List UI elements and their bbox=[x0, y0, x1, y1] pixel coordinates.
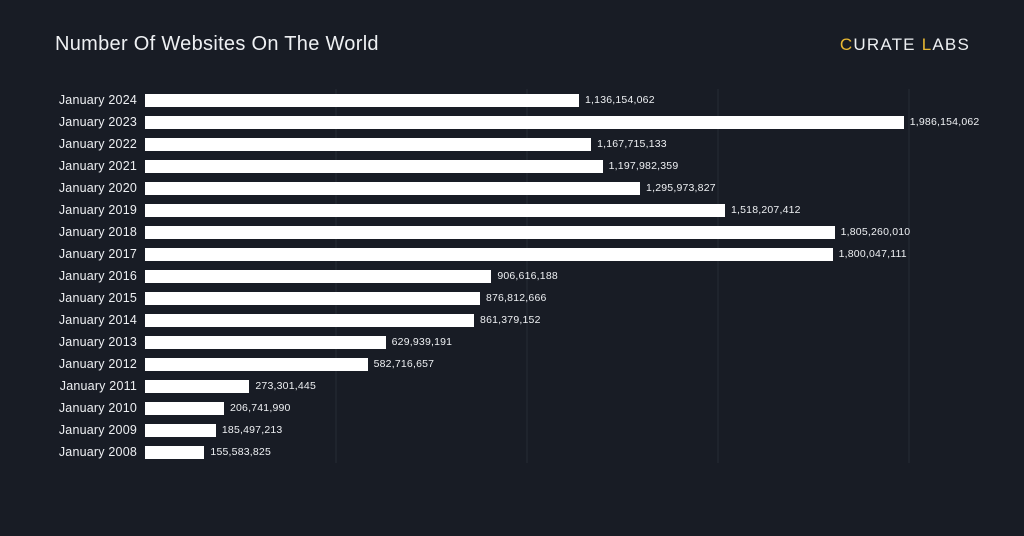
bar bbox=[145, 203, 725, 217]
bar-row: January 2016 906,616,188 bbox=[0, 265, 1024, 287]
bar-track: 906,616,188 bbox=[145, 269, 909, 283]
bar bbox=[145, 445, 205, 459]
bar-row: January 2009 185,497,213 bbox=[0, 419, 1024, 441]
bar-track: 1,986,154,062 bbox=[145, 115, 979, 129]
bar-row: January 2015 876,812,666 bbox=[0, 287, 1024, 309]
category-label: January 2008 bbox=[58, 445, 137, 459]
bar-row: January 2017 1,800,047,111 bbox=[0, 243, 1024, 265]
bar bbox=[145, 357, 368, 371]
bar-row: January 2020 1,295,973,827 bbox=[0, 177, 1024, 199]
value-label: 1,295,973,827 bbox=[646, 182, 716, 194]
category-label: January 2011 bbox=[59, 379, 137, 393]
logo-accent-letter: C bbox=[839, 35, 854, 54]
value-label: 582,716,657 bbox=[373, 358, 435, 370]
category-label: January 2019 bbox=[58, 203, 137, 217]
bar-rows: January 2024 1,136,154,062 January 2023 … bbox=[0, 89, 1024, 463]
bar-track: 1,136,154,062 bbox=[145, 93, 909, 107]
value-label: 185,497,213 bbox=[221, 424, 283, 436]
category-label: January 2010 bbox=[58, 401, 137, 415]
category-label: January 2017 bbox=[58, 247, 137, 261]
curate-labs-logo: CURATE LABS bbox=[840, 35, 970, 55]
value-label: 206,741,990 bbox=[229, 402, 291, 414]
category-label: January 2021 bbox=[58, 159, 137, 173]
category-label: January 2016 bbox=[58, 269, 137, 283]
value-label: 629,939,191 bbox=[391, 336, 453, 348]
bar-row: January 2014 861,379,152 bbox=[0, 309, 1024, 331]
bar bbox=[145, 313, 475, 327]
bar-track: 876,812,666 bbox=[145, 291, 909, 305]
value-label: 1,518,207,412 bbox=[730, 204, 801, 216]
category-label: January 2018 bbox=[58, 225, 137, 239]
logo-text: URATE bbox=[853, 35, 916, 54]
bar-row: January 2008 155,583,825 bbox=[0, 441, 1024, 463]
bar bbox=[145, 137, 592, 151]
logo-accent-letter: L bbox=[921, 35, 933, 54]
bar-row: January 2022 1,167,715,133 bbox=[0, 133, 1024, 155]
value-label: 155,583,825 bbox=[210, 446, 272, 458]
category-label: January 2012 bbox=[58, 357, 137, 371]
bar-chart: January 2024 1,136,154,062 January 2023 … bbox=[0, 89, 1024, 479]
bar-track: 1,295,973,827 bbox=[145, 181, 909, 195]
value-label: 1,197,982,359 bbox=[608, 160, 679, 172]
bar-row: January 2010 206,741,990 bbox=[0, 397, 1024, 419]
value-label: 1,800,047,111 bbox=[838, 248, 907, 260]
bar-track: 1,805,260,010 bbox=[145, 225, 911, 239]
bar bbox=[145, 159, 603, 173]
bar-track: 1,167,715,133 bbox=[145, 137, 909, 151]
value-label: 1,136,154,062 bbox=[585, 94, 655, 106]
bar-row: January 2019 1,518,207,412 bbox=[0, 199, 1024, 221]
category-label: January 2022 bbox=[58, 137, 137, 151]
category-label: January 2009 bbox=[58, 423, 137, 437]
bar bbox=[145, 181, 641, 195]
category-label: January 2014 bbox=[58, 313, 137, 327]
category-label: January 2020 bbox=[58, 181, 137, 195]
category-label: January 2023 bbox=[58, 115, 137, 129]
value-label: 876,812,666 bbox=[485, 292, 547, 304]
bar-track: 273,301,445 bbox=[145, 379, 909, 393]
bar bbox=[145, 115, 904, 129]
bar-row: January 2021 1,197,982,359 bbox=[0, 155, 1024, 177]
bar bbox=[145, 291, 480, 305]
value-label: 906,616,188 bbox=[497, 270, 558, 282]
bar-track: 155,583,825 bbox=[145, 445, 909, 459]
category-label: January 2015 bbox=[58, 291, 137, 305]
value-label: 1,986,154,062 bbox=[909, 116, 980, 128]
category-label: January 2013 bbox=[58, 335, 137, 349]
bar-track: 1,197,982,359 bbox=[145, 159, 909, 173]
bar-row: January 2011 273,301,445 bbox=[0, 375, 1024, 397]
bar bbox=[145, 93, 579, 107]
bar bbox=[145, 269, 492, 283]
value-label: 273,301,445 bbox=[255, 380, 316, 392]
bar bbox=[145, 401, 224, 415]
bar-track: 861,379,152 bbox=[145, 313, 909, 327]
bar-track: 185,497,213 bbox=[145, 423, 909, 437]
bar-track: 582,716,657 bbox=[145, 357, 909, 371]
logo-text: ABS bbox=[932, 35, 970, 54]
page-title: Number Of Websites On The World bbox=[55, 33, 379, 55]
bar bbox=[145, 423, 216, 437]
bar bbox=[145, 247, 833, 261]
value-label: 1,167,715,133 bbox=[597, 138, 667, 150]
bar-row: January 2018 1,805,260,010 bbox=[0, 221, 1024, 243]
bar-track: 1,518,207,412 bbox=[145, 203, 909, 217]
bar-track: 1,800,047,111 bbox=[145, 247, 909, 261]
bar-row: January 2012 582,716,657 bbox=[0, 353, 1024, 375]
value-label: 861,379,152 bbox=[480, 314, 541, 326]
category-label: January 2024 bbox=[58, 93, 137, 107]
bar-track: 629,939,191 bbox=[145, 335, 909, 349]
bar bbox=[145, 335, 386, 349]
bar bbox=[145, 225, 835, 239]
bar bbox=[145, 379, 250, 393]
bar-track: 206,741,990 bbox=[145, 401, 909, 415]
bar-row: January 2023 1,986,154,062 bbox=[0, 111, 1024, 133]
bar-row: January 2024 1,136,154,062 bbox=[0, 89, 1024, 111]
value-label: 1,805,260,010 bbox=[840, 226, 911, 238]
bar-row: January 2013 629,939,191 bbox=[0, 331, 1024, 353]
